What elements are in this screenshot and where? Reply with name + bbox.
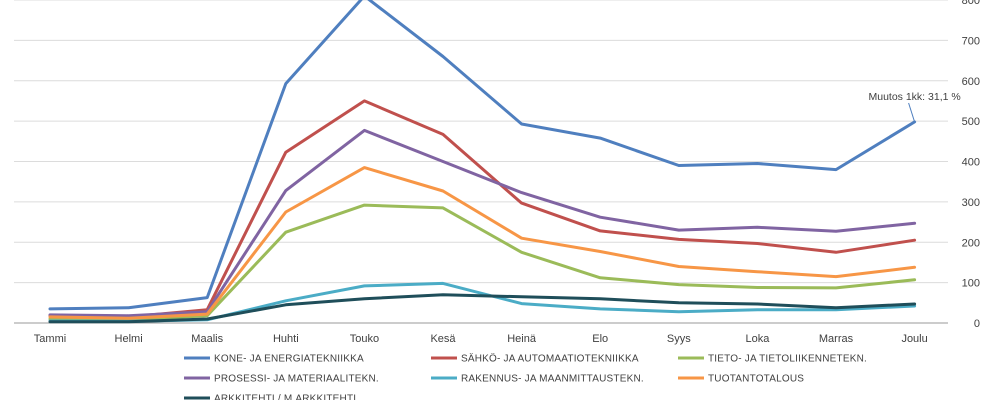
legend-label: ARKKITEHTI / M.ARKKITEHTI [214, 394, 356, 400]
annotation: Muutos 1kk: 31,1 % [868, 91, 961, 123]
y-tick-label: 400 [962, 157, 980, 169]
y-tick-label: 100 [962, 278, 980, 290]
series-line-5 [48, 166, 917, 320]
x-tick-label: Elo [592, 333, 608, 345]
annotation-leader-line [908, 102, 916, 123]
legend: KONE- JA ENERGIATEKNIIKKA SÄHKÖ- JA AUTOM… [184, 353, 867, 400]
legend-label: PROSESSI- JA MATERIAALITEKN. [214, 374, 379, 385]
x-tick-label: Marras [819, 333, 854, 345]
x-tick-label: Loka [745, 333, 770, 345]
x-tick-label: Heinä [507, 333, 537, 345]
gridlines [14, 0, 948, 284]
legend-label: KONE- JA ENERGIATEKNIIKKA [214, 354, 364, 365]
series-line-1 [48, 99, 917, 319]
x-tick-label: Helmi [115, 333, 143, 345]
x-tick-label: Joulu [901, 333, 927, 345]
x-tick-label: Huhti [273, 333, 299, 345]
y-tick-label: 500 [962, 116, 980, 128]
legend-label: TUOTANTOTALOUS [708, 374, 804, 385]
x-tick-label: Touko [350, 333, 379, 345]
y-tick-label: 300 [962, 197, 980, 209]
x-tick-label: Syys [667, 333, 691, 345]
legend-label: TIETO- JA TIETOLIIKENNETEKN. [708, 354, 867, 365]
annotation-label: Muutos 1kk: 31,1 % [868, 91, 960, 103]
y-tick-label: 0 [974, 318, 980, 330]
series-line-6 [48, 293, 917, 324]
legend-label: RAKENNUS- JA MAANMITTAUSTEKN. [461, 374, 644, 385]
y-tick-label: 600 [962, 76, 980, 88]
x-axis-ticks: Tammi Helmi Maalis Huhti Touko Kesä Heinä Elo Sy… [34, 333, 928, 345]
x-tick-label: Kesä [430, 333, 456, 345]
series-lines [48, 0, 917, 324]
x-tick-label: Tammi [34, 333, 66, 345]
y-tick-label: 800 [962, 0, 980, 7]
series-line-3 [48, 128, 917, 318]
y-tick-label: 200 [962, 237, 980, 249]
series-line-2 [48, 203, 917, 322]
x-tick-label: Maalis [191, 333, 223, 345]
y-tick-label: 700 [962, 35, 980, 47]
series-line-0 [48, 0, 917, 311]
legend-label: SÄHKÖ- JA AUTOMAATIOTEKNIIKKA [461, 353, 639, 365]
y-axis-ticks: 0 100 200 300 400 500 600 700 800 [962, 0, 980, 330]
